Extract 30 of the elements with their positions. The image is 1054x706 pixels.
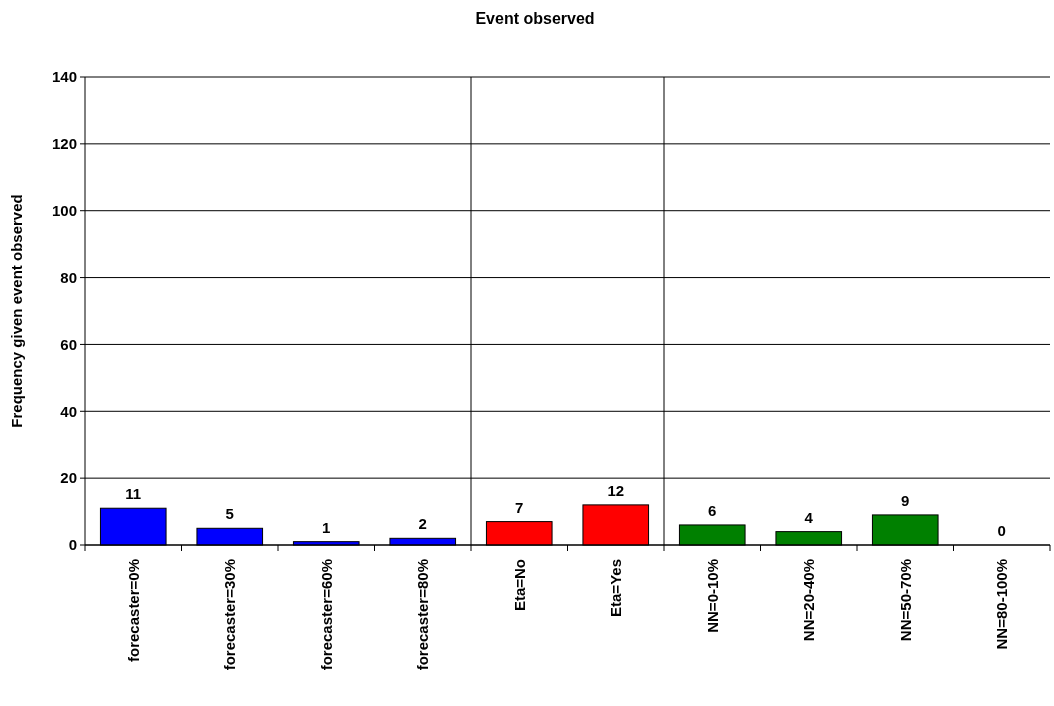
- data-label: 4: [804, 508, 814, 526]
- x-tick-label: forecaster=80%: [414, 559, 431, 671]
- data-label: 12: [607, 481, 625, 499]
- chart-title: Event observed: [475, 10, 595, 27]
- data-label: 2: [418, 515, 427, 533]
- y-tick-label: 0: [68, 536, 77, 554]
- y-axis-title: Frequency given event observed: [8, 194, 25, 428]
- data-label: 6: [708, 501, 717, 519]
- x-tick-label: NN=50-70%: [896, 559, 914, 642]
- x-tick-label: forecaster=30%: [221, 559, 238, 671]
- data-label: 9: [901, 491, 910, 509]
- x-tick-label: forecaster=0%: [124, 559, 142, 662]
- data-label: 7: [515, 498, 524, 516]
- x-tick-label: forecaster=60%: [317, 559, 335, 671]
- data-label: 1: [322, 518, 331, 536]
- x-tick-label: NN=20-40%: [800, 559, 817, 642]
- y-tick-label: 140: [51, 68, 77, 86]
- data-label: 0: [997, 522, 1006, 539]
- y-tick-label: 60: [60, 335, 77, 353]
- data-label: 11: [125, 485, 142, 503]
- x-tick-label: NN=0-10%: [703, 559, 721, 633]
- y-tick-label: 120: [51, 135, 77, 153]
- x-tick-label: Eta=No: [510, 559, 528, 612]
- y-tick-label: 20: [60, 469, 77, 487]
- y-tick-label: 100: [51, 201, 77, 219]
- y-tick-label: 80: [60, 268, 77, 286]
- data-label: 5: [225, 505, 234, 523]
- y-tick-label: 40: [60, 402, 77, 420]
- x-tick-label: NN=80-100%: [993, 559, 1010, 650]
- x-tick-label: Eta=Yes: [607, 559, 624, 617]
